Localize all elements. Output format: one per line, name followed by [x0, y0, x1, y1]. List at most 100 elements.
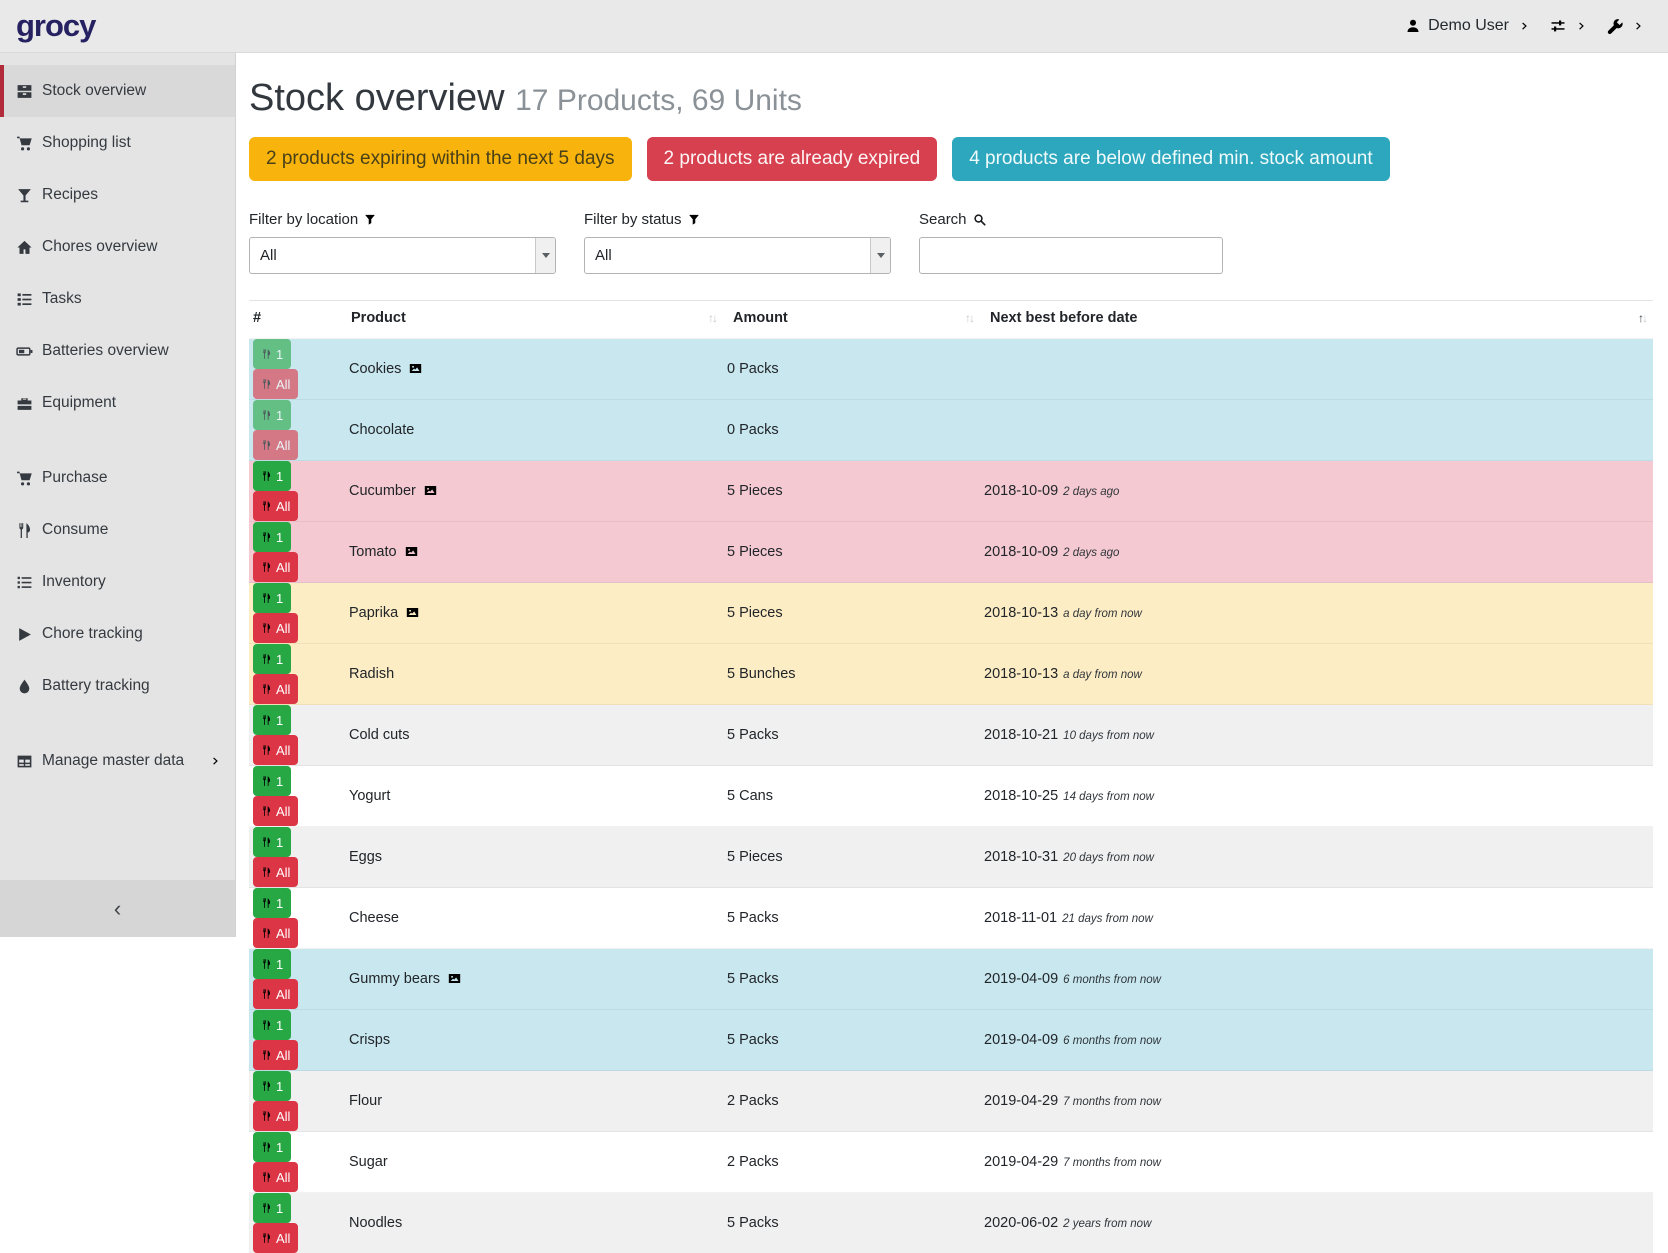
alert-button[interactable]: 2 products expiring within the next 5 da…	[249, 137, 632, 182]
consume-one-button[interactable]: 1	[253, 1132, 291, 1162]
best-before-date: 2018-10-31	[984, 849, 1058, 865]
sidebar-item[interactable]: Inventory	[0, 556, 235, 608]
utensils-icon	[261, 500, 272, 512]
consume-all-button[interactable]: All	[253, 979, 298, 1009]
actions-cell: 1 All	[249, 1071, 345, 1132]
consume-one-button[interactable]: 1	[253, 461, 291, 491]
product-name: Yogurt	[349, 788, 390, 804]
tasks-icon	[16, 291, 33, 308]
consume-one-button[interactable]: 1	[253, 1010, 291, 1040]
utensils-icon	[261, 531, 272, 543]
sidebar-item[interactable]: Manage master data	[0, 735, 235, 787]
amount-cell: 0 Packs	[723, 339, 980, 400]
product-image-icon	[423, 484, 438, 497]
consume-all-button[interactable]: All	[253, 735, 298, 765]
sidebar-item[interactable]: Shopping list	[0, 117, 235, 169]
settings-menu[interactable]	[1550, 18, 1566, 34]
sidebar-item[interactable]: Batteries overview	[0, 325, 235, 377]
sidebar-item[interactable]: Recipes	[0, 169, 235, 221]
column-header[interactable]: #	[249, 301, 345, 339]
consume-one-button[interactable]: 1	[253, 644, 291, 674]
admin-menu[interactable]	[1607, 18, 1623, 34]
consume-all-button[interactable]: All	[253, 552, 298, 582]
sidebar-item-label: Equipment	[42, 394, 116, 412]
alert-button[interactable]: 2 products are already expired	[647, 137, 938, 182]
sidebar-item[interactable]: Battery tracking	[0, 660, 235, 712]
user-name: Demo User	[1428, 17, 1509, 35]
search-input[interactable]	[919, 237, 1223, 274]
sidebar-menu: Stock overview Shopping list Recipes Cho…	[0, 65, 235, 787]
consume-all-button[interactable]: All	[253, 1162, 298, 1192]
filter-bar: Filter by location All Filter by status …	[249, 211, 1653, 274]
utensils-icon	[261, 470, 272, 482]
utensils-icon	[261, 592, 272, 604]
best-before-cell	[980, 400, 1653, 461]
status-filter: Filter by status All	[584, 211, 891, 274]
select-dropdown-button[interactable]	[535, 238, 555, 273]
best-before-note: a day from now	[1063, 608, 1142, 620]
amount-cell: 5 Packs	[723, 949, 980, 1010]
consume-one-button[interactable]: 1	[253, 1071, 291, 1101]
home-icon	[16, 239, 33, 256]
sidebar-item[interactable]: Stock overview	[0, 65, 235, 117]
sidebar-collapse-button[interactable]: ‹	[0, 880, 235, 937]
consume-one-button[interactable]: 1	[253, 766, 291, 796]
consume-one-button[interactable]: 1	[253, 400, 291, 430]
sidebar-item[interactable]: Chores overview	[0, 221, 235, 273]
amount-cell: 5 Packs	[723, 705, 980, 766]
sidebar-item-label: Tasks	[42, 290, 82, 308]
consume-one-button[interactable]: 1	[253, 705, 291, 735]
sidebar-item[interactable]: Equipment	[0, 377, 235, 429]
best-before-date: 2018-10-25	[984, 788, 1058, 804]
consume-all-button[interactable]: All	[253, 1223, 298, 1253]
sidebar-item[interactable]: Tasks	[0, 273, 235, 325]
best-before-note: 2 days ago	[1063, 486, 1119, 498]
amount-cell: 2 Packs	[723, 1071, 980, 1132]
product-name: Gummy bears	[349, 971, 440, 987]
consume-one-button[interactable]: 1	[253, 827, 291, 857]
consume-one-button[interactable]: 1	[253, 888, 291, 918]
consume-one-button[interactable]: 1	[253, 949, 291, 979]
sidebar-item[interactable]: Consume	[0, 504, 235, 556]
consume-all-button[interactable]: All	[253, 430, 298, 460]
consume-all-button[interactable]: All	[253, 491, 298, 521]
consume-all-button[interactable]: All	[253, 796, 298, 826]
stock-row: 1 All Cookies 0 Packs	[249, 339, 1653, 400]
product-name: Cheese	[349, 910, 399, 926]
actions-cell: 1 All	[249, 400, 345, 461]
location-select[interactable]: All	[249, 237, 556, 274]
consume-one-button[interactable]: 1	[253, 583, 291, 613]
column-header[interactable]: Next best before date ↑↓	[980, 301, 1653, 339]
location-filter: Filter by location All	[249, 211, 556, 274]
user-menu[interactable]: Demo User	[1405, 17, 1509, 35]
alert-button[interactable]: 4 products are below defined min. stock …	[952, 137, 1389, 182]
actions-cell: 1 All	[249, 1010, 345, 1071]
consume-one-button[interactable]: 1	[253, 339, 291, 369]
status-select[interactable]: All	[584, 237, 891, 274]
select-dropdown-button[interactable]	[870, 238, 890, 273]
column-header[interactable]: Product ↑↓	[345, 301, 723, 339]
consume-one-button[interactable]: 1	[253, 522, 291, 552]
consume-all-button[interactable]: All	[253, 613, 298, 643]
consume-all-button[interactable]: All	[253, 369, 298, 399]
consume-one-button[interactable]: 1	[253, 1193, 291, 1223]
consume-all-button[interactable]: All	[253, 1101, 298, 1131]
consume-all-button[interactable]: All	[253, 1040, 298, 1070]
utensils-icon	[261, 988, 272, 1000]
caret-down-icon	[542, 253, 550, 258]
topbar-menu: Demo User	[1405, 17, 1644, 35]
consume-all-button[interactable]: All	[253, 918, 298, 948]
actions-cell: 1 All	[249, 583, 345, 644]
chevron-left-icon: ‹	[114, 896, 121, 922]
consume-all-button[interactable]: All	[253, 857, 298, 887]
sidebar-item[interactable]: Chore tracking	[0, 608, 235, 660]
consume-all-button[interactable]: All	[253, 674, 298, 704]
best-before-date: 2018-11-01	[984, 910, 1057, 926]
app-logo[interactable]: grocy	[16, 8, 95, 44]
sidebar-item[interactable]: Purchase	[0, 452, 235, 504]
column-header[interactable]: Amount ↑↓	[723, 301, 980, 339]
product-cell: Eggs	[345, 827, 723, 888]
